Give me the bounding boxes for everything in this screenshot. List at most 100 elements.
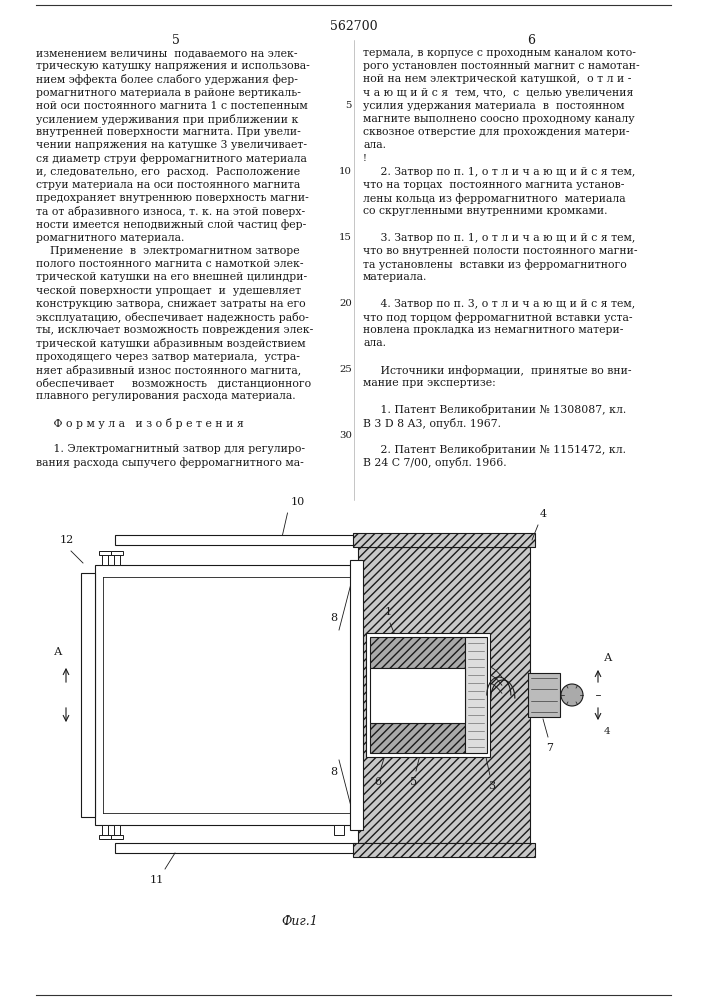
Text: изменением величины  подаваемого на элек-: изменением величины подаваемого на элек- [36, 48, 298, 58]
Text: та от абразивного износа, т. к. на этой поверх-: та от абразивного износа, т. к. на этой … [36, 206, 305, 217]
Text: А: А [604, 653, 612, 663]
Bar [111, 835, 123, 839]
Text: внутренней поверхности магнита. При увели-: внутренней поверхности магнита. При увел… [36, 127, 300, 137]
Bar [99, 835, 111, 839]
Text: усилением удерживания при приближении к: усилением удерживания при приближении к [36, 114, 298, 125]
Text: усилия удержания материала  в  постоянном: усилия удержания материала в постоянном [363, 101, 624, 111]
Text: 3. Затвор по п. 1, о т л и ч а ю щ и й с я тем,: 3. Затвор по п. 1, о т л и ч а ю щ и й с… [363, 233, 636, 243]
Bar [102, 825, 108, 839]
Text: В 3 D 8 A3, опубл. 1967.: В 3 D 8 A3, опубл. 1967. [363, 418, 501, 429]
Text: Источники информации,  принятые во вни-: Источники информации, принятые во вни- [363, 365, 631, 376]
Text: 8: 8 [330, 767, 337, 777]
Text: 5: 5 [346, 101, 352, 110]
Text: материала.: материала. [363, 272, 427, 282]
Text: 4: 4 [604, 727, 611, 736]
Text: ала.: ала. [363, 140, 386, 150]
Text: ала.: ала. [363, 338, 386, 348]
Text: что на торцах  постоянного магнита установ-: что на торцах постоянного магнита устано… [363, 180, 624, 190]
Bar [115, 535, 530, 545]
Bar [99, 551, 111, 555]
Text: !: ! [363, 154, 367, 163]
Text: ромагнитного материала в районе вертикаль-: ромагнитного материала в районе вертикал… [36, 88, 301, 98]
Text: лены кольца из ферромагнитного  материала: лены кольца из ферромагнитного материала [363, 193, 626, 204]
Bar [366, 633, 490, 757]
Text: Ф о р м у л а   и з о б р е т е н и я: Ф о р м у л а и з о б р е т е н и я [36, 418, 244, 429]
Bar [358, 547, 530, 843]
Text: 25: 25 [339, 365, 352, 374]
Text: трическую катушку напряжения и использова-: трическую катушку напряжения и использов… [36, 61, 310, 71]
Text: 3: 3 [489, 781, 496, 791]
Text: ты, исключает возможность повреждения элек-: ты, исключает возможность повреждения эл… [36, 325, 313, 335]
Text: 562700: 562700 [329, 20, 378, 33]
Text: ч а ю щ и й с я  тем, что,  с  целью увеличения: ч а ю щ и й с я тем, что, с целью увелич… [363, 88, 633, 98]
Text: струи материала на оси постоянного магнита: струи материала на оси постоянного магни… [36, 180, 300, 190]
Circle shape [561, 684, 583, 706]
Text: 10: 10 [339, 167, 352, 176]
Text: и, следовательно, его  расход.  Расположение: и, следовательно, его расход. Расположен… [36, 167, 300, 177]
Text: трической катушки абразивным воздействием: трической катушки абразивным воздействие… [36, 338, 305, 349]
Text: 8: 8 [330, 613, 337, 623]
Text: 15: 15 [339, 233, 352, 242]
Text: плавного регулирования расхода материала.: плавного регулирования расхода материала… [36, 391, 296, 401]
Text: нием эффекта более слабого удержания фер-: нием эффекта более слабого удержания фер… [36, 74, 298, 85]
Text: ческой поверхности упрощает  и  удешевляет: ческой поверхности упрощает и удешевляет [36, 286, 301, 296]
Text: 5: 5 [172, 34, 180, 47]
Text: эксплуатацию, обеспечивает надежность рабо-: эксплуатацию, обеспечивает надежность ра… [36, 312, 309, 323]
Bar [334, 825, 344, 835]
Bar [465, 637, 487, 753]
Text: трической катушки на его внешней цилиндри-: трической катушки на его внешней цилиндр… [36, 272, 307, 282]
Text: 6: 6 [527, 34, 535, 47]
Text: 5: 5 [411, 777, 418, 787]
Text: А: А [54, 647, 62, 657]
Text: рого установлен постоянный магнит с намотан-: рого установлен постоянный магнит с намо… [363, 61, 640, 71]
Text: ности имеется неподвижный слой частиц фер-: ности имеется неподвижный слой частиц фе… [36, 220, 306, 230]
Text: няет абразивный износ постоянного магнита,: няет абразивный износ постоянного магнит… [36, 365, 301, 376]
Text: что под торцом ферромагнитной вставки уста-: что под торцом ферромагнитной вставки ус… [363, 312, 633, 323]
Text: мание при экспертизе:: мание при экспертизе: [363, 378, 496, 388]
Text: термала, в корпусе с проходным каналом кото-: термала, в корпусе с проходным каналом к… [363, 48, 636, 58]
Bar [370, 668, 465, 722]
Text: 1. Патент Великобритании № 1308087, кл.: 1. Патент Великобритании № 1308087, кл. [363, 404, 626, 415]
Text: новлена прокладка из немагнитного матери-: новлена прокладка из немагнитного матери… [363, 325, 624, 335]
Text: 20: 20 [339, 299, 352, 308]
Text: 7: 7 [547, 743, 554, 753]
Text: 6: 6 [375, 777, 382, 787]
Bar [102, 551, 108, 565]
Text: 11: 11 [150, 875, 164, 885]
Text: магните выполнено соосно проходному каналу: магните выполнено соосно проходному кана… [363, 114, 635, 124]
Text: со скругленными внутренними кромками.: со скругленными внутренними кромками. [363, 206, 607, 216]
Text: В 24 С 7/00, опубл. 1966.: В 24 С 7/00, опубл. 1966. [363, 457, 507, 468]
Text: проходящего через затвор материала,  устра-: проходящего через затвор материала, устр… [36, 352, 300, 362]
Text: 1. Электромагнитный затвор для регулиро-: 1. Электромагнитный затвор для регулиро- [36, 444, 305, 454]
Bar [528, 673, 560, 717]
Text: ся диаметр струи ферромагнитного материала: ся диаметр струи ферромагнитного материа… [36, 154, 307, 164]
Bar [114, 825, 120, 839]
Text: 4: 4 [540, 509, 547, 519]
Text: 1: 1 [385, 607, 392, 617]
Text: вания расхода сыпучего ферромагнитного ма-: вания расхода сыпучего ферромагнитного м… [36, 457, 304, 468]
Bar [114, 551, 120, 565]
Text: ной оси постоянного магнита 1 с постепенным: ной оси постоянного магнита 1 с постепен… [36, 101, 308, 111]
Text: 12: 12 [60, 535, 74, 545]
Bar [81, 573, 95, 817]
Bar [95, 565, 358, 825]
Text: Применение  в  электромагнитном затворе: Применение в электромагнитном затворе [36, 246, 300, 256]
Bar [353, 843, 535, 857]
Text: чении напряжения на катушке 3 увеличивает-: чении напряжения на катушке 3 увеличивае… [36, 140, 307, 150]
Text: полого постоянного магнита с намоткой элек-: полого постоянного магнита с намоткой эл… [36, 259, 303, 269]
Text: ной на нем электрической катушкой,  о т л и -: ной на нем электрической катушкой, о т л… [363, 74, 631, 84]
Bar [115, 843, 378, 853]
Text: что во внутренней полости постоянного магни-: что во внутренней полости постоянного ма… [363, 246, 638, 256]
Bar [370, 637, 465, 668]
Bar [370, 722, 465, 753]
Text: 4. Затвор по п. 3, о т л и ч а ю щ и й с я тем,: 4. Затвор по п. 3, о т л и ч а ю щ и й с… [363, 299, 636, 309]
Bar [111, 551, 123, 555]
Bar [350, 560, 363, 830]
Text: конструкцию затвора, снижает затраты на его: конструкцию затвора, снижает затраты на … [36, 299, 305, 309]
Text: 2. Патент Великобритании № 1151472, кл.: 2. Патент Великобритании № 1151472, кл. [363, 444, 626, 455]
Text: обеспечивает     возможность   дистанционного: обеспечивает возможность дистанционного [36, 378, 311, 389]
Text: ромагнитного материала.: ромагнитного материала. [36, 233, 185, 243]
Text: 30: 30 [339, 431, 352, 440]
Bar [353, 533, 535, 547]
Text: 2. Затвор по п. 1, о т л и ч а ю щ и й с я тем,: 2. Затвор по п. 1, о т л и ч а ю щ и й с… [363, 167, 636, 177]
